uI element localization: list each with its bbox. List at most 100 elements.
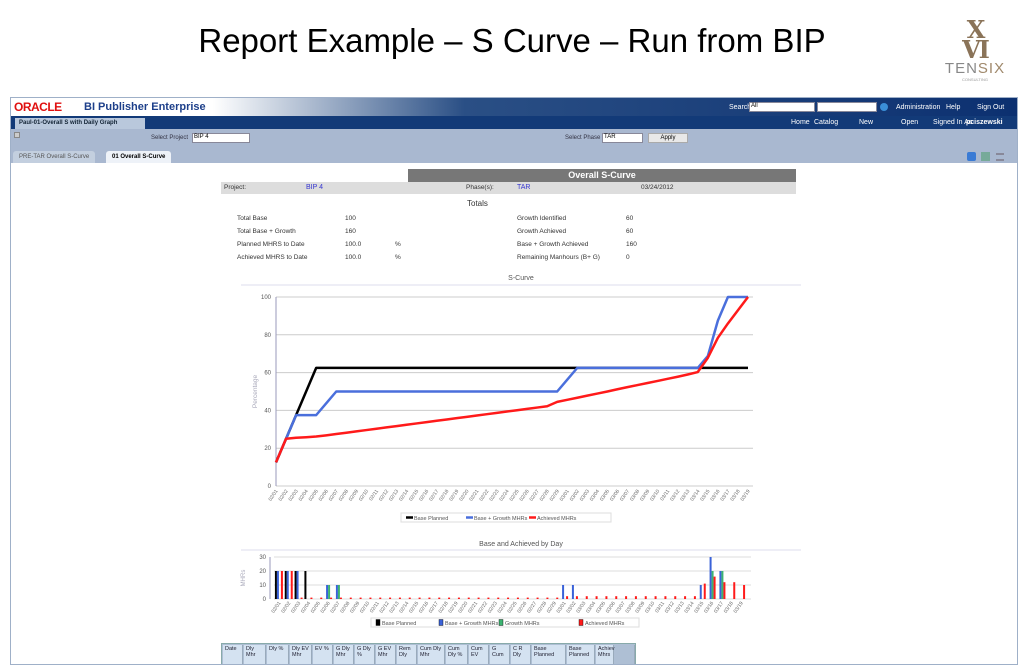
user-menu[interactable]: pciszewski [966, 119, 1003, 126]
total-value: 60 [626, 215, 634, 222]
column-header[interactable]: EV % [313, 645, 333, 664]
column-header[interactable]: Base Planned [567, 645, 595, 664]
y-tick-label: 100 [261, 295, 272, 301]
bar-achieved-mhrs [290, 571, 293, 599]
project-select[interactable]: BIP 4 [192, 133, 250, 143]
tab-01-overall-s-curve[interactable]: 01 Overall S-Curve [106, 151, 172, 163]
bar-achieved-mhrs [526, 597, 529, 599]
series-line-base-growth-mhrs [274, 295, 748, 463]
column-header[interactable]: Cum Dly Mhr [418, 645, 445, 664]
header-bar: ORACLE BI Publisher Enterprise Search Al… [11, 98, 1017, 116]
collapse-icon[interactable] [14, 132, 20, 138]
bar-base-growth-mhrs [335, 585, 338, 599]
bar-achieved-mhrs [713, 576, 716, 599]
column-header[interactable]: Cum Dly % [446, 645, 468, 664]
total-value: 100.0 [345, 241, 362, 248]
bar-achieved-mhrs [516, 597, 519, 599]
legend-box [370, 617, 640, 628]
search-scope-select[interactable]: All [749, 102, 815, 112]
legend-swatch [375, 619, 381, 626]
x-tick-label: 02/10 [359, 601, 371, 615]
bar-achieved-mhrs [339, 597, 342, 599]
bar-base-planned [274, 571, 277, 599]
bar-achieved-mhrs [664, 596, 667, 599]
help-link[interactable]: Help [946, 104, 961, 111]
y-tick-label: 20 [259, 569, 266, 575]
bar-achieved-mhrs [389, 597, 392, 599]
bar-base-growth-mhrs [571, 585, 574, 599]
legend-label: Base + Growth MHRs [474, 516, 528, 522]
bar-base-planned [304, 571, 307, 599]
bar-achieved-mhrs [654, 596, 657, 599]
total-label: Total Base + Growth [237, 228, 296, 235]
column-header[interactable]: G EV Mhr [376, 645, 396, 664]
project-label: Project: [224, 184, 247, 191]
apply-button[interactable]: Apply [648, 133, 688, 143]
bar-achieved-mhrs [408, 597, 411, 599]
y-tick-label: 30 [259, 555, 266, 561]
bar-achieved-mhrs [418, 597, 421, 599]
total-label: Remaining Manhours (B+ G) [517, 254, 600, 261]
tab-pre-tar-overall-s-curve[interactable]: PRE-TAR Overall S-Curve [13, 151, 96, 163]
bar-base-planned [294, 571, 297, 599]
view-icon[interactable] [981, 152, 990, 161]
column-header[interactable]: C R Dly [511, 645, 531, 664]
column-header[interactable]: Dly Mhr [244, 645, 266, 664]
total-value: 160 [626, 241, 637, 248]
bar-achieved-mhrs [487, 597, 490, 599]
legend-swatch [498, 619, 504, 626]
bar-achieved-mhrs [575, 596, 578, 599]
x-tick-label: 03/10 [644, 601, 656, 615]
legend-label: Growth MHRs [505, 621, 540, 627]
slide-title: Report Example – S Curve – Run from BIP [198, 22, 826, 59]
legend-label: Base + Growth MHRs [445, 621, 499, 627]
tensix-logo: X VI TENSIX CONSULTING [944, 15, 1006, 83]
project-value: BIP 4 [306, 184, 323, 191]
sign-out-link[interactable]: Sign Out [977, 104, 1005, 111]
chart-title: Base and Achieved by Day [479, 541, 563, 548]
column-header[interactable]: G Cum [490, 645, 510, 664]
total-label: Base + Growth Achieved [517, 241, 589, 248]
bar-achieved-mhrs [507, 597, 510, 599]
bar-achieved-mhrs [743, 585, 746, 599]
column-header[interactable]: Cum EV [469, 645, 489, 664]
column-header[interactable]: G Dly % [355, 645, 375, 664]
product-name[interactable]: BI Publisher Enterprise [84, 101, 206, 113]
column-header[interactable]: Date [223, 645, 243, 664]
catalog-link[interactable]: Catalog [814, 119, 839, 126]
open-menu[interactable]: Open [901, 119, 919, 126]
y-tick-label: 80 [264, 333, 271, 339]
total-label: Growth Achieved [517, 228, 567, 235]
export-icon[interactable] [967, 152, 976, 161]
parameter-bar: Select Project BIP 4 Select Phase TAR [11, 129, 1017, 149]
legend-label: Achieved MHRs [537, 516, 577, 522]
bar-achieved-mhrs [733, 582, 736, 599]
menu-icon[interactable] [996, 153, 1004, 161]
column-header[interactable]: G Dly Mhr [334, 645, 354, 664]
bar-base-growth-mhrs [709, 557, 712, 599]
bar-achieved-mhrs [585, 596, 588, 599]
bar-achieved-mhrs [280, 571, 283, 599]
column-header[interactable]: Rem Dly [397, 645, 417, 664]
column-header[interactable]: Dly EV Mhr [290, 645, 312, 664]
phase-select[interactable]: TAR [602, 133, 643, 143]
daily-table-header: Date Dly Mhr Dly % Dly EV Mhr EV % G Dly Mhr G… [221, 643, 636, 664]
signed-in-label: Signed In As [933, 119, 973, 126]
home-link[interactable]: Home [791, 119, 810, 126]
search-go-icon[interactable] [880, 103, 888, 111]
column-header[interactable]: Dly % [267, 645, 289, 664]
bar-base-growth-mhrs [719, 571, 722, 599]
y-tick-label: 0 [263, 597, 267, 603]
report-tab[interactable]: Paul-01-Overall S with Daily Graph [15, 118, 145, 129]
new-menu[interactable]: New [859, 119, 874, 126]
column-header[interactable]: Base Planned [532, 645, 566, 664]
bar-achieved-mhrs [330, 597, 333, 599]
bar-achieved-mhrs [497, 597, 500, 599]
administration-link[interactable]: Administration [896, 104, 941, 111]
y-tick-label: 40 [264, 408, 271, 414]
search-input[interactable] [817, 102, 877, 112]
bar-base-growth-mhrs [699, 585, 702, 599]
oracle-logo: ORACLE [14, 100, 62, 114]
column-header[interactable]: Achiev Mhrs [596, 645, 615, 664]
total-label: Planned MHRS to Date [237, 241, 305, 248]
